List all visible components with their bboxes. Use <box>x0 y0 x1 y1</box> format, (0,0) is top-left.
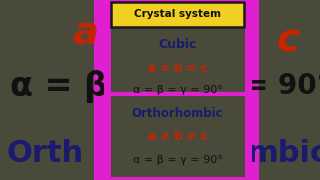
Text: = 90°: = 90° <box>245 72 320 100</box>
Text: α = β = γ = 90°: α = β = γ = 90° <box>133 155 222 165</box>
Bar <box>94 0 107 180</box>
Text: Orth: Orth <box>6 138 84 168</box>
Text: Crystal system: Crystal system <box>134 9 221 19</box>
Text: a: a <box>72 14 99 52</box>
Text: α = β: α = β <box>10 70 108 103</box>
Text: a ≠ b ≠ c: a ≠ b ≠ c <box>148 130 207 143</box>
Text: Cubic: Cubic <box>158 39 197 51</box>
Text: Orthorhombic: Orthorhombic <box>132 107 223 120</box>
FancyBboxPatch shape <box>111 2 244 27</box>
Bar <box>248 0 259 180</box>
Text: c: c <box>276 22 299 60</box>
Text: a = b = c: a = b = c <box>148 62 207 75</box>
Text: α = β = γ = 90°: α = β = γ = 90° <box>133 85 222 95</box>
Text: mbic: mbic <box>247 138 320 168</box>
